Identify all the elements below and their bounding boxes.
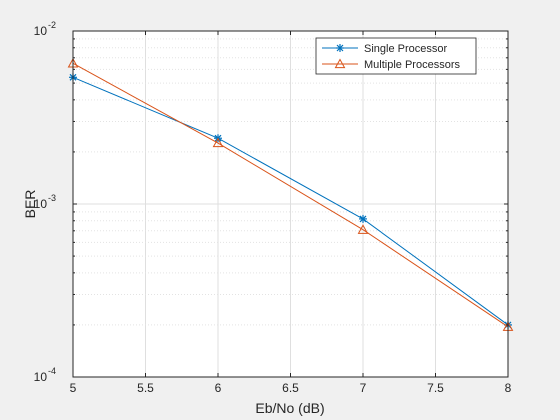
grid-layer xyxy=(73,31,508,377)
triangle-marker xyxy=(334,58,346,69)
x-axis-label: Eb/No (dB) xyxy=(255,400,324,416)
y-tick-label: 10 -3 xyxy=(34,193,56,211)
axes-layer xyxy=(72,30,509,378)
x-tick-label: 6 xyxy=(215,381,222,395)
legend: Single Processor Multiple Processors xyxy=(315,37,477,75)
y-axis-label: BER xyxy=(22,190,38,219)
x-tick-label: 6.5 xyxy=(282,381,299,395)
x-tick-label: 7 xyxy=(360,381,367,395)
y-tick-exponent: -2 xyxy=(48,20,56,30)
x-tick-label: 7.5 xyxy=(427,381,444,395)
legend-item-1: Single Processor xyxy=(322,43,447,55)
y-tick-label: 10 -4 xyxy=(34,366,56,384)
marker-stroke xyxy=(359,215,367,223)
legend-label: Multiple Processors xyxy=(364,59,460,71)
triangle-marker xyxy=(357,224,369,234)
series-line xyxy=(72,62,509,328)
triangle-marker xyxy=(212,137,224,148)
y-tick-exponent: -4 xyxy=(48,366,56,376)
y-tick-base: 10 xyxy=(34,24,48,38)
series-line xyxy=(72,76,509,326)
tick-labels: 5 5.5 6 6.5 7 7.5 810-410-310-2 xyxy=(34,20,512,395)
y-tick-base: 10 xyxy=(34,370,48,384)
x-tick-label: 5.5 xyxy=(137,381,154,395)
y-tick-label: 10 -2 xyxy=(34,20,56,38)
asterisk-marker xyxy=(359,214,367,223)
x-tick-label: 8 xyxy=(505,381,512,395)
legend-label: Single Processor xyxy=(364,43,447,55)
x-tick-label: 5 xyxy=(70,381,77,395)
asterisk-marker xyxy=(336,44,344,52)
marker-stroke xyxy=(336,44,344,52)
y-tick-base: 10 xyxy=(34,197,48,211)
y-tick-exponent: -3 xyxy=(48,193,56,203)
legend-item-2: Multiple Processors xyxy=(322,58,460,71)
